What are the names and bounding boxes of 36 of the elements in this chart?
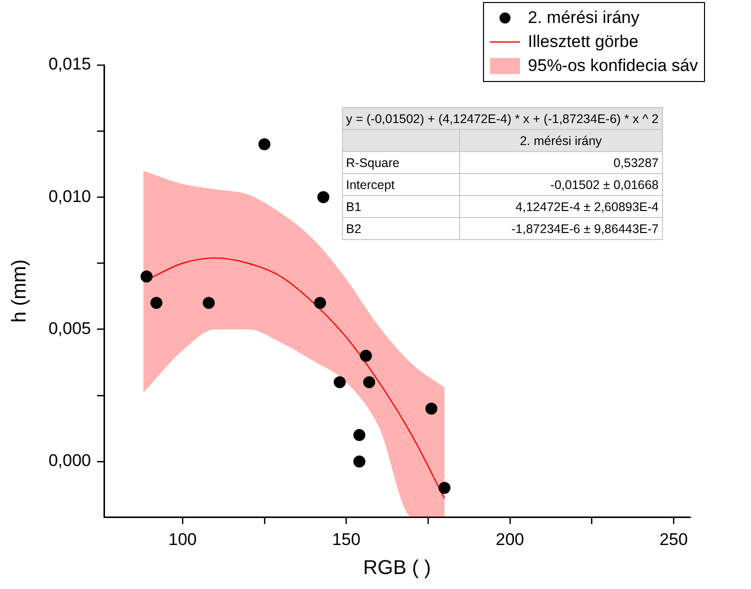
point	[317, 191, 330, 204]
annotation: B2	[342, 218, 460, 240]
y-tick-label: 0,015	[48, 54, 91, 74]
annotation: R-Square	[342, 152, 460, 174]
x-tick-label: 200	[496, 530, 524, 549]
y-tick-label: 0,005	[48, 319, 91, 338]
legend-label: 2. mérési irány	[528, 8, 640, 28]
point	[360, 350, 372, 362]
annotation: 0,53287	[460, 152, 662, 174]
annotation: y = (-0,01502) + (4,12472E-4) * x + (-1,87234E-6) * x ^ 2	[342, 108, 662, 130]
point	[425, 402, 438, 415]
point	[353, 429, 366, 442]
annotation: -1,87234E-6 ± 9,86443E-7	[460, 218, 662, 240]
x-tick-label: 150	[332, 530, 360, 549]
y-axis-title: h (mm)	[8, 259, 32, 323]
x-tick-label: 250	[659, 530, 688, 549]
point	[438, 482, 450, 494]
annotation: -0,01502 ± 0,01668	[460, 174, 662, 196]
point	[363, 376, 376, 388]
annotation: 4,12472E-4 ± 2,60893E-4	[460, 196, 662, 218]
x-axis-title: RGB ( )	[362, 557, 432, 580]
point	[140, 270, 153, 282]
y-tick-label: 0,000	[48, 451, 91, 470]
annotation: Intercept	[342, 174, 460, 196]
point	[314, 296, 326, 309]
point	[334, 376, 346, 388]
point	[258, 138, 270, 150]
point	[202, 296, 215, 309]
annotation: 95%-os konfidecia sáv	[528, 56, 698, 76]
y-tick-label: 0,010	[48, 186, 91, 206]
point	[150, 296, 162, 309]
point	[353, 455, 366, 468]
annotation: 2. mérési irány	[460, 130, 662, 152]
legend-label: Illesztett görbe	[528, 32, 638, 52]
annotation: B1	[342, 196, 460, 218]
x-tick-label: 100	[168, 530, 197, 549]
